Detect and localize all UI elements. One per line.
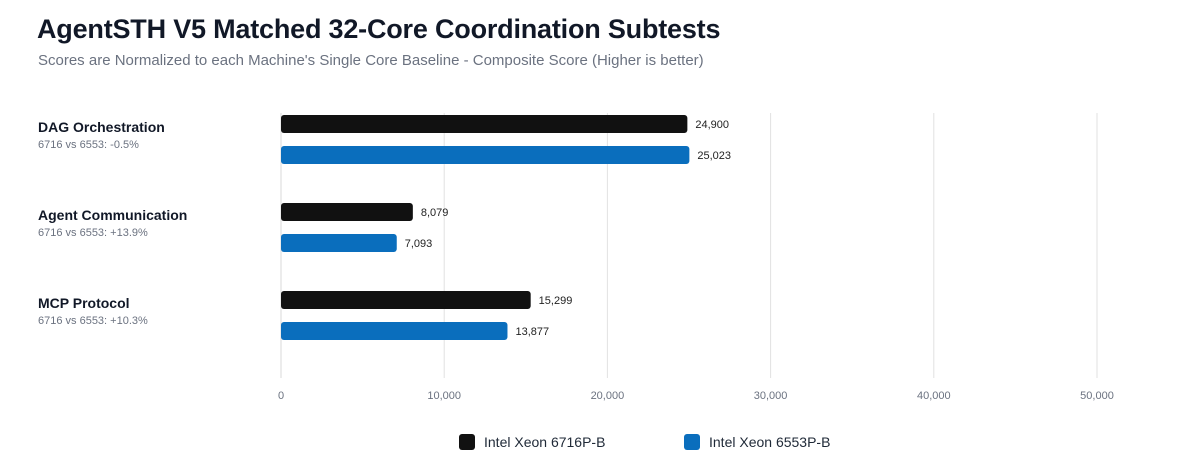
- category-label-mcp-protocol: MCP Protocol: [38, 295, 130, 311]
- x-tick-label: 30,000: [754, 390, 788, 402]
- bar-value-label: 7,093: [405, 238, 433, 250]
- bar: [281, 203, 413, 221]
- bar: [281, 291, 531, 309]
- bar-value-label: 13,877: [515, 326, 549, 338]
- x-tick-label: 50,000: [1080, 390, 1114, 402]
- x-tick-label: 40,000: [917, 390, 951, 402]
- bar: [281, 234, 397, 252]
- chart-subtitle: Scores are Normalized to each Machine's …: [38, 52, 704, 69]
- bar: [281, 322, 508, 340]
- x-tick-label: 10,000: [427, 390, 461, 402]
- x-tick-label: 0: [278, 390, 284, 402]
- bar: [281, 115, 688, 133]
- legend-label-6716p-b: Intel Xeon 6716P-B: [484, 434, 606, 450]
- x-tick-label: 20,000: [591, 390, 625, 402]
- category-note-dag-orchestration: 6716 vs 6553: -0.5%: [38, 139, 139, 151]
- category-label-agent-communication: Agent Communication: [38, 207, 188, 223]
- category-note-mcp-protocol: 6716 vs 6553: +10.3%: [38, 315, 148, 327]
- category-note-agent-communication: 6716 vs 6553: +13.9%: [38, 227, 148, 239]
- chart-title: AgentSTH V5 Matched 32-Core Coordination…: [37, 14, 721, 44]
- legend-item-6716p-b[interactable]: Intel Xeon 6716P-B: [459, 434, 605, 450]
- legend-swatch-6553p-b: [684, 434, 700, 450]
- bar-value-label: 8,079: [421, 207, 449, 219]
- bar-value-label: 15,299: [539, 295, 573, 307]
- legend-label-6553p-b: Intel Xeon 6553P-B: [709, 434, 831, 450]
- category-label-dag-orchestration: DAG Orchestration: [38, 119, 165, 135]
- legend-swatch-6716p-b: [459, 434, 475, 450]
- bar: [281, 146, 690, 164]
- legend-item-6553p-b[interactable]: Intel Xeon 6553P-B: [684, 434, 830, 450]
- bar-value-label: 24,900: [695, 119, 729, 131]
- bar-value-label: 25,023: [697, 150, 731, 162]
